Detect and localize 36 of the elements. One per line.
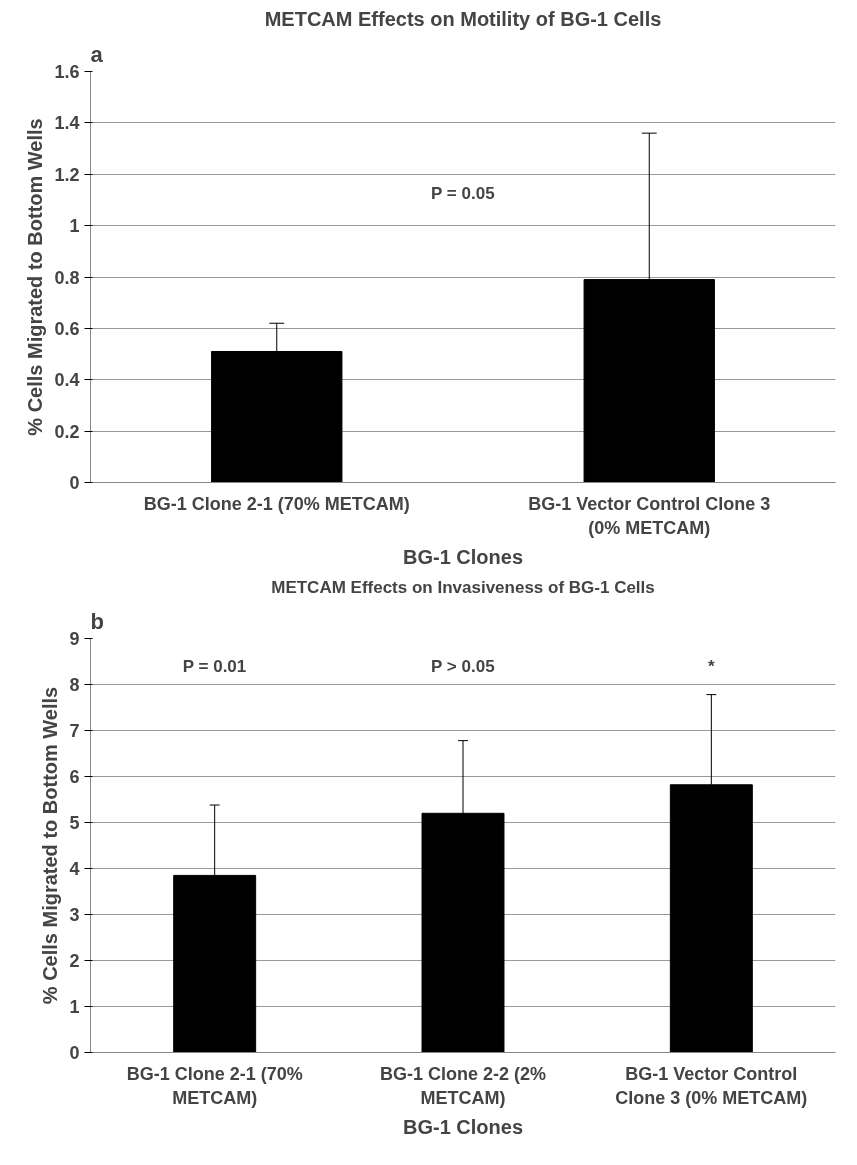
y-tick-label: 9: [69, 629, 80, 649]
y-tick-label: 0.4: [54, 370, 80, 391]
y-tick-label: 0.8: [54, 267, 80, 288]
x-tick-label: BG-1 Vector Control Clone 3 (0% METCAM): [528, 493, 771, 538]
y-tick-label: 8: [69, 675, 80, 695]
y-tick-label: 3: [69, 905, 80, 925]
y-tick-label: 1.4: [54, 113, 80, 134]
x-tick-label: BG-1 Clone 2-2 (2% METCAM): [379, 1063, 547, 1108]
annotation: P = 0.05: [431, 184, 495, 204]
annotation: P = 0.01: [182, 656, 247, 676]
y-tick-label: 0: [69, 473, 80, 493]
x-axis-title: BG-1 Clones: [402, 545, 524, 568]
y-tick-label: 1: [69, 997, 80, 1017]
y-tick-label: 2: [69, 951, 80, 971]
annotation: P > 0.05: [431, 656, 495, 676]
x-tick-label: BG-1 Clone 2-1 (70% METCAM): [126, 1063, 303, 1108]
y-tick-label: 4: [69, 859, 80, 879]
y-tick-label: 0: [69, 1043, 80, 1063]
y-axis-title: % Cells Migrated to Bottom Wells: [24, 118, 47, 436]
x-tick-label: BG-1 Vector Control Clone 3 (0% METCAM): [615, 1063, 808, 1108]
y-tick-label: 0.6: [54, 318, 80, 339]
y-tick-label: 1.6: [54, 62, 80, 82]
y-tick-label: 1.2: [54, 164, 80, 185]
y-axis-title: % Cells Migrated to Bottom Wells: [39, 686, 62, 1005]
x-axis-title: BG-1 Clones: [402, 1115, 524, 1138]
y-tick-label: 5: [69, 813, 80, 833]
x-tick-label: BG-1 Clone 2-1 (70% METCAM): [143, 493, 410, 514]
y-tick-label: 6: [69, 767, 80, 787]
y-tick-label: 1: [69, 216, 80, 237]
text: b: [90, 608, 104, 634]
text: a: [90, 41, 104, 67]
chart-title: METCAM Effects on Motility of BG-1 Cells: [264, 7, 662, 30]
y-tick-label: 0.2: [54, 421, 80, 442]
annotation: *: [708, 656, 716, 676]
y-tick-label: 7: [69, 721, 80, 741]
chart-title: METCAM Effects on Invasiveness of BG-1 Cells: [271, 577, 655, 597]
